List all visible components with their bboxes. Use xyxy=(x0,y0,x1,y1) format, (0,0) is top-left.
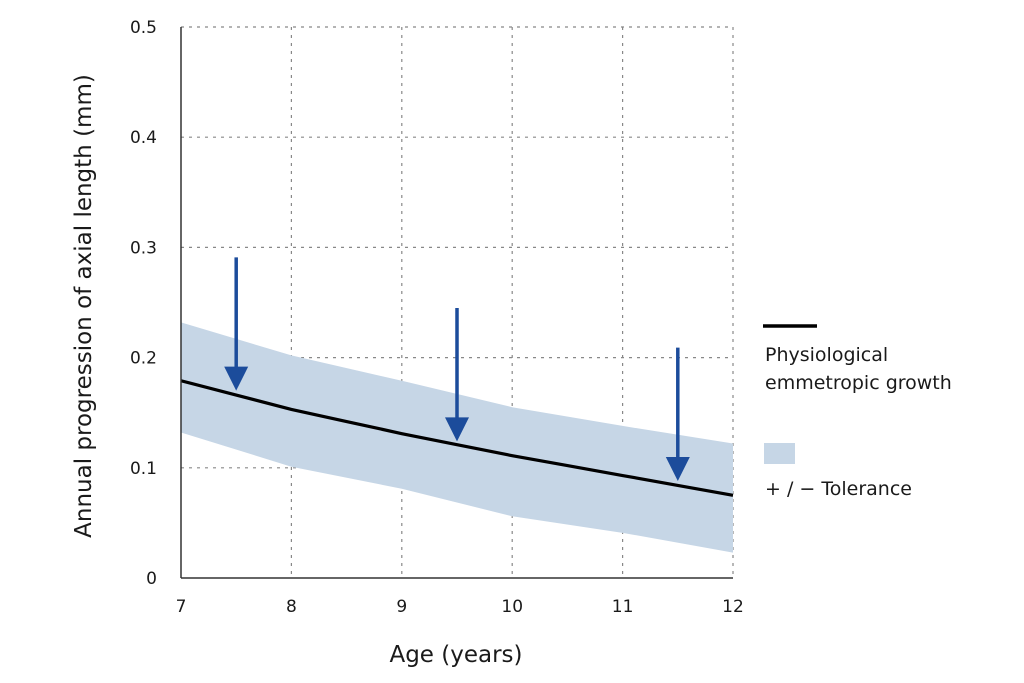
y-tick-label: 0.2 xyxy=(130,349,157,369)
legend: Physiological emmetropic growth + / − Tole… xyxy=(763,324,952,500)
x-tick-label: 10 xyxy=(501,597,523,617)
x-axis-title: Age (years) xyxy=(389,642,522,668)
x-tick-label: 8 xyxy=(286,597,297,617)
x-tick-label: 12 xyxy=(722,597,744,617)
y-tick-label: 0.4 xyxy=(130,128,157,148)
legend-item-emmetropic-growth: Physiological emmetropic growth xyxy=(763,324,952,394)
down-arrow xyxy=(445,308,469,442)
arrows xyxy=(224,257,690,482)
x-tick-label: 7 xyxy=(176,597,187,617)
y-tick-labels: 0 0.1 0.2 0.3 0.4 0.5 xyxy=(130,18,157,589)
y-tick-label: 0 xyxy=(146,569,157,589)
axes xyxy=(180,27,733,579)
down-arrow xyxy=(665,347,690,482)
x-tick-label: 11 xyxy=(612,597,634,617)
legend-label: + / − Tolerance xyxy=(765,478,912,500)
legend-band-swatch xyxy=(764,443,795,464)
legend-label: Physiological xyxy=(765,344,888,366)
y-tick-label: 0.1 xyxy=(130,459,157,479)
y-tick-label: 0.3 xyxy=(130,238,157,258)
legend-label: emmetropic growth xyxy=(765,372,952,394)
down-arrow xyxy=(224,257,249,391)
y-axis-title: Annual progression of axial length (mm) xyxy=(71,74,97,538)
x-tick-labels: 7 8 9 10 11 12 xyxy=(176,597,744,617)
legend-item-tolerance: + / − Tolerance xyxy=(764,443,912,500)
x-tick-label: 9 xyxy=(396,597,407,617)
y-tick-label: 0.5 xyxy=(130,18,157,38)
series-line-emmetropic-growth xyxy=(180,379,734,497)
